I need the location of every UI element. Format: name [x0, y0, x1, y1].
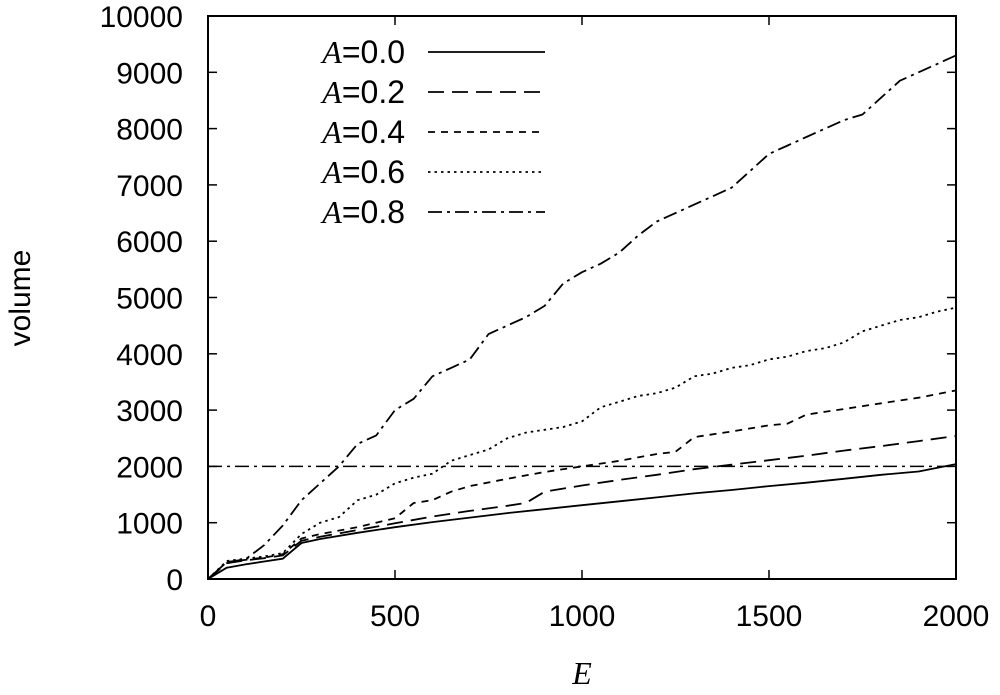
legend-label-4: A=0.8 — [320, 194, 405, 230]
legend-label-0: A=0.0 — [320, 34, 405, 70]
y-axis-label: volume — [4, 250, 37, 347]
x-tick-label-1: 500 — [370, 600, 420, 633]
series-line-2 — [208, 389, 956, 579]
y-tick-label-4: 4000 — [116, 339, 183, 372]
legend-entry-2: A=0.4 — [320, 114, 545, 150]
legend: A=0.0 A=0.2 A=0.4 A=0.6 A=0.8 — [320, 34, 545, 230]
legend-entry-0: A=0.0 — [320, 34, 545, 70]
y-tick-label-9: 9000 — [116, 57, 183, 90]
x-axis-ticks: 0 500 1000 1500 2000 — [200, 16, 990, 633]
y-tick-label-1: 1000 — [116, 508, 183, 541]
y-tick-label-7: 7000 — [116, 170, 183, 203]
series-line-3 — [208, 306, 956, 579]
legend-entry-3: A=0.6 — [320, 154, 545, 190]
series-line-0 — [208, 463, 956, 579]
y-tick-label-10: 10000 — [100, 1, 183, 34]
legend-label-1: A=0.2 — [320, 74, 405, 110]
series-line-4 — [208, 54, 956, 579]
y-tick-label-5: 5000 — [116, 283, 183, 316]
x-tick-label-2: 1000 — [549, 600, 616, 633]
legend-entry-4: A=0.8 — [320, 194, 545, 230]
y-tick-label-8: 8000 — [116, 114, 183, 147]
y-tick-label-0: 0 — [166, 564, 183, 597]
y-tick-label-2: 2000 — [116, 451, 183, 484]
legend-label-3: A=0.6 — [320, 154, 405, 190]
legend-entry-1: A=0.2 — [320, 74, 545, 110]
plot-frame — [207, 15, 957, 580]
series-layer — [208, 54, 956, 579]
y-tick-label-6: 6000 — [116, 226, 183, 259]
x-tick-label-0: 0 — [200, 600, 217, 633]
series-line-1 — [208, 435, 956, 579]
y-tick-label-3: 3000 — [116, 395, 183, 428]
y-axis-ticks: 0 1000 2000 3000 4000 5000 6000 7000 8000 9000 100… — [100, 1, 956, 597]
x-tick-label-3: 1500 — [736, 600, 803, 633]
legend-label-2: A=0.4 — [320, 114, 405, 150]
x-axis-label: E — [571, 655, 592, 691]
x-tick-label-4: 2000 — [923, 600, 990, 633]
